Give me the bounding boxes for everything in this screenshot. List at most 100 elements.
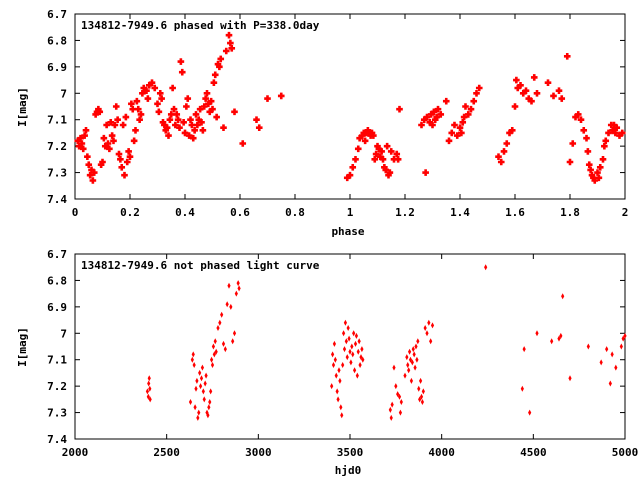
data-point xyxy=(394,383,398,390)
y-tick-label: 7.4 xyxy=(47,433,67,446)
data-point xyxy=(508,126,516,134)
data-point xyxy=(173,111,181,118)
data-point xyxy=(522,346,526,353)
data-point xyxy=(414,343,418,350)
data-point xyxy=(188,399,193,405)
data-point xyxy=(430,322,435,329)
data-point xyxy=(144,95,152,102)
data-point xyxy=(349,359,353,366)
data-point xyxy=(458,129,465,137)
data-point xyxy=(220,124,227,131)
x-tick-label: 4000 xyxy=(428,446,455,459)
data-point xyxy=(225,31,233,39)
data-point xyxy=(528,409,532,416)
data-point xyxy=(133,97,141,105)
data-point xyxy=(170,105,178,113)
data-point xyxy=(371,156,379,163)
data-point xyxy=(358,362,362,368)
y-tick-label: 7 xyxy=(60,327,67,340)
data-point xyxy=(155,108,163,116)
data-points xyxy=(74,31,626,184)
data-point xyxy=(96,108,104,116)
y-tick-label: 7.4 xyxy=(47,193,67,206)
y-axis-label: I[mag] xyxy=(16,87,29,127)
data-point xyxy=(339,404,343,411)
data-point xyxy=(519,89,527,97)
y-tick-label: 7.2 xyxy=(47,380,67,393)
data-point xyxy=(475,84,483,92)
data-point xyxy=(460,113,468,121)
data-point xyxy=(413,364,417,371)
data-point xyxy=(147,375,151,382)
x-tick-label: 0.8 xyxy=(285,206,305,219)
data-point xyxy=(214,348,218,355)
data-point xyxy=(209,356,214,363)
data-point xyxy=(77,134,84,142)
data-point xyxy=(550,92,557,100)
data-point xyxy=(389,414,393,421)
data-point xyxy=(420,399,425,405)
data-point xyxy=(139,89,146,97)
data-point xyxy=(194,121,201,129)
x-tick-label: 3000 xyxy=(245,446,272,459)
data-point xyxy=(119,121,127,129)
data-point xyxy=(595,174,603,182)
data-point xyxy=(610,351,614,358)
data-point xyxy=(207,404,211,411)
data-point xyxy=(390,401,394,408)
data-point xyxy=(513,76,520,84)
data-point xyxy=(587,166,594,174)
data-point xyxy=(407,367,411,374)
data-point xyxy=(412,351,416,358)
data-point xyxy=(202,396,206,403)
data-point xyxy=(357,338,361,345)
data-point xyxy=(423,325,427,331)
data-point xyxy=(397,393,402,400)
data-point xyxy=(343,174,351,182)
data-point xyxy=(117,156,124,163)
data-point xyxy=(208,399,212,405)
data-point xyxy=(231,108,238,116)
data-point xyxy=(528,97,535,105)
data-point xyxy=(114,116,121,124)
data-point xyxy=(85,161,93,168)
data-point xyxy=(213,113,220,121)
data-point xyxy=(423,113,431,121)
data-point xyxy=(618,129,626,137)
data-point xyxy=(145,82,153,89)
data-point xyxy=(429,338,433,345)
data-point xyxy=(165,132,172,139)
data-point xyxy=(410,359,414,366)
data-point xyxy=(180,119,187,126)
x-tick-labels: 0 0.2 0.4 0.6 0.8 1 1.2 1.4 1.6 1.8 2 xyxy=(72,206,629,219)
data-point xyxy=(614,364,618,371)
data-point xyxy=(601,142,608,150)
data-points xyxy=(145,264,627,421)
data-point xyxy=(330,383,334,390)
data-point xyxy=(200,103,208,110)
data-point xyxy=(331,362,336,368)
data-point xyxy=(451,121,458,129)
data-point xyxy=(104,140,112,147)
data-point xyxy=(585,161,593,168)
data-point xyxy=(78,140,86,147)
x-tick-label: 0.2 xyxy=(120,206,140,219)
data-point xyxy=(530,74,538,81)
data-point xyxy=(596,163,604,171)
data-point xyxy=(203,89,211,97)
data-point xyxy=(594,169,601,176)
data-point xyxy=(393,150,401,158)
x-tick-label: 0.6 xyxy=(230,206,250,219)
data-point xyxy=(453,132,461,139)
data-point xyxy=(220,311,224,318)
data-point xyxy=(86,171,94,179)
data-point xyxy=(122,113,130,121)
data-point xyxy=(232,330,237,337)
data-point xyxy=(342,346,347,353)
data-point xyxy=(418,377,423,384)
data-point xyxy=(89,177,97,184)
data-point xyxy=(561,293,565,300)
data-point xyxy=(222,47,230,55)
data-point xyxy=(106,145,113,153)
data-point xyxy=(419,393,424,400)
